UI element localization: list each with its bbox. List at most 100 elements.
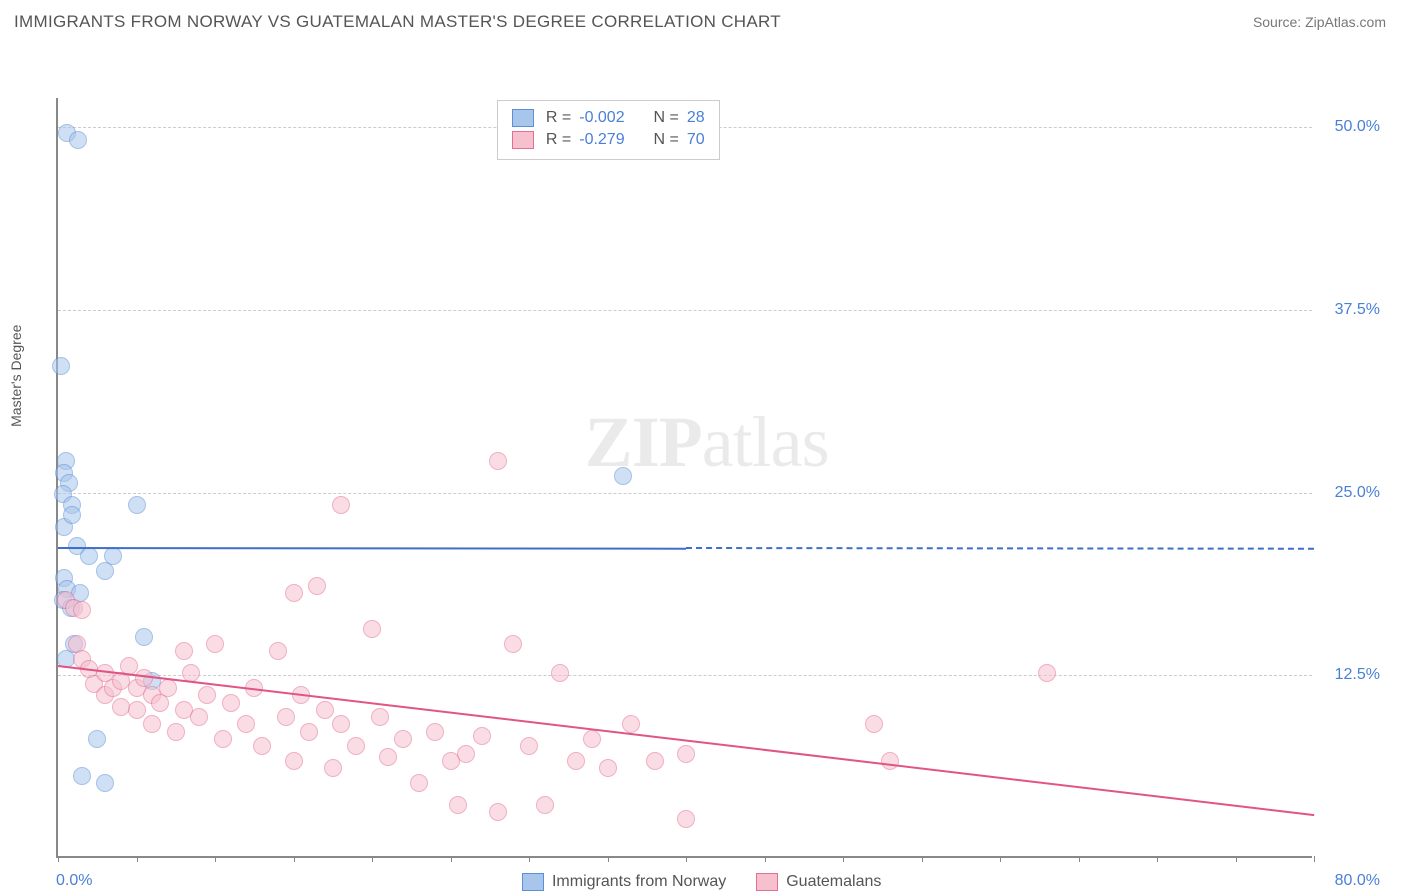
x-tick-mark: [451, 856, 452, 862]
r-label: R =: [546, 107, 571, 129]
n-label: N =: [654, 129, 679, 151]
data-point: [332, 496, 350, 514]
y-tick-label: 12.5%: [1320, 666, 1380, 684]
legend-swatch: [756, 873, 778, 891]
x-tick-mark: [1236, 856, 1237, 862]
data-point: [394, 730, 412, 748]
x-tick-mark: [1079, 856, 1080, 862]
trend-line: [58, 547, 686, 550]
legend-item: Guatemalans: [756, 873, 881, 891]
legend-row: R = -0.279 N = 70: [512, 129, 705, 151]
x-max-label: 80.0%: [1335, 872, 1380, 890]
data-point: [222, 694, 240, 712]
source-link[interactable]: ZipAtlas.com: [1305, 14, 1386, 30]
data-point: [881, 752, 899, 770]
data-point: [449, 796, 467, 814]
source-attribution: Source: ZipAtlas.com: [1253, 14, 1386, 30]
x-tick-mark: [843, 856, 844, 862]
data-point: [865, 715, 883, 733]
data-point: [190, 708, 208, 726]
data-point: [646, 752, 664, 770]
data-point: [473, 727, 491, 745]
y-tick-label: 37.5%: [1320, 301, 1380, 319]
legend-swatch: [522, 873, 544, 891]
series-legend: Immigrants from Norway Guatemalans: [522, 873, 881, 891]
data-point: [214, 730, 232, 748]
data-point: [677, 810, 695, 828]
legend-label: Guatemalans: [786, 873, 881, 891]
x-tick-mark: [215, 856, 216, 862]
data-point: [285, 584, 303, 602]
x-min-label: 0.0%: [56, 872, 92, 890]
chart-header: IMMIGRANTS FROM NORWAY VS GUATEMALAN MAS…: [0, 0, 1406, 40]
legend-swatch: [512, 131, 534, 149]
data-point: [551, 664, 569, 682]
data-point: [324, 759, 342, 777]
data-point: [410, 774, 428, 792]
legend-item: Immigrants from Norway: [522, 873, 726, 891]
data-point: [128, 496, 146, 514]
y-tick-label: 50.0%: [1320, 118, 1380, 136]
data-point: [88, 730, 106, 748]
x-tick-mark: [608, 856, 609, 862]
watermark-bold: ZIP: [585, 402, 702, 482]
data-point: [69, 131, 87, 149]
data-point: [316, 701, 334, 719]
data-point: [622, 715, 640, 733]
legend-swatch: [512, 109, 534, 127]
x-tick-mark: [765, 856, 766, 862]
data-point: [583, 730, 601, 748]
data-point: [504, 635, 522, 653]
trend-line: [58, 665, 1314, 816]
n-value: 28: [687, 107, 705, 129]
data-point: [489, 452, 507, 470]
data-point: [277, 708, 295, 726]
data-point: [198, 686, 216, 704]
data-point: [520, 737, 538, 755]
data-point: [285, 752, 303, 770]
data-point: [96, 562, 114, 580]
trend-line: [686, 547, 1314, 550]
data-point: [308, 577, 326, 595]
x-tick-mark: [372, 856, 373, 862]
data-point: [614, 467, 632, 485]
y-tick-label: 25.0%: [1320, 484, 1380, 502]
gridline: [58, 310, 1312, 311]
data-point: [80, 547, 98, 565]
data-point: [489, 803, 507, 821]
gridline: [58, 675, 1312, 676]
data-point: [52, 357, 70, 375]
data-point: [1038, 664, 1056, 682]
data-point: [347, 737, 365, 755]
x-tick-mark: [922, 856, 923, 862]
data-point: [536, 796, 554, 814]
data-point: [73, 601, 91, 619]
y-axis-label: Master's Degree: [8, 325, 24, 427]
watermark-light: atlas: [702, 402, 829, 482]
r-label: R =: [546, 129, 571, 151]
source-prefix: Source:: [1253, 14, 1305, 30]
correlation-legend: R = -0.002 N = 28R = -0.279 N = 70: [497, 100, 720, 160]
data-point: [300, 723, 318, 741]
data-point: [457, 745, 475, 763]
plot-area: ZIPatlas 12.5%25.0%37.5%50.0%0.0%80.0%R …: [56, 98, 1312, 858]
r-value: -0.002: [579, 107, 624, 129]
legend-label: Immigrants from Norway: [552, 873, 726, 891]
data-point: [567, 752, 585, 770]
data-point: [253, 737, 271, 755]
x-tick-mark: [686, 856, 687, 862]
data-point: [426, 723, 444, 741]
data-point: [167, 723, 185, 741]
data-point: [363, 620, 381, 638]
data-point: [206, 635, 224, 653]
n-value: 70: [687, 129, 705, 151]
gridline: [58, 493, 1312, 494]
data-point: [128, 701, 146, 719]
data-point: [63, 506, 81, 524]
x-tick-mark: [58, 856, 59, 862]
data-point: [269, 642, 287, 660]
data-point: [135, 628, 153, 646]
chart-title: IMMIGRANTS FROM NORWAY VS GUATEMALAN MAS…: [14, 12, 781, 32]
data-point: [143, 715, 161, 733]
x-tick-mark: [529, 856, 530, 862]
